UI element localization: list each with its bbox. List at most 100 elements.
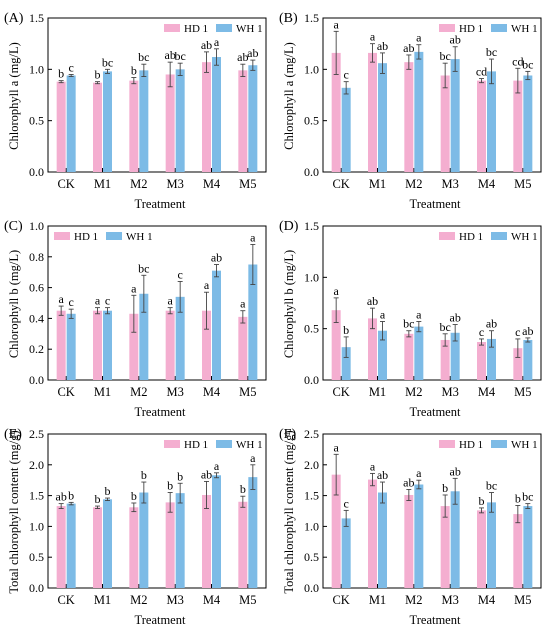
bar-wh1 [248, 65, 258, 172]
panel-label: (F) [279, 427, 296, 442]
y-tick-label: 0.6 [29, 281, 44, 295]
bar-wh1 [66, 503, 76, 588]
bar-hd1 [93, 82, 102, 172]
legend-label: WH 1 [511, 439, 538, 451]
bar-wh1 [450, 332, 460, 380]
panel-b: (B) Chlorophyll a (mg/L) Treatment 0.0 0.… [279, 11, 542, 211]
significance-letter: c [69, 295, 74, 309]
bar-hd1 [368, 318, 377, 380]
y-tick-label: 0.4 [29, 311, 44, 325]
y-tick-label: 1.0 [29, 62, 44, 76]
significance-letter: bc [175, 49, 186, 63]
y-tick-label: 0.0 [304, 581, 319, 595]
bar-wh1 [103, 71, 112, 172]
panel-label: (E) [4, 427, 22, 442]
y-tick-label: 1.5 [304, 219, 319, 233]
y-tick-label: 1.5 [304, 489, 319, 503]
bar-hd1 [129, 80, 139, 172]
plot-area: 0.00.51.01.5CKabM1abaM2bcaM3bcabM4cabM5c… [304, 219, 542, 399]
x-tick-label: M2 [405, 385, 422, 399]
significance-letter: b [240, 482, 246, 496]
x-tick-label: M3 [166, 385, 183, 399]
bar-hd1 [368, 479, 377, 588]
bar-wh1 [139, 492, 149, 588]
legend-label: WH 1 [236, 23, 263, 35]
x-tick-label: M5 [514, 385, 531, 399]
bar-hd1 [238, 70, 248, 172]
legend-label: WH 1 [236, 439, 263, 451]
y-axis-label: Chlorophyll a (mg/L) [282, 42, 296, 150]
significance-letter: ab [201, 38, 212, 52]
y-tick-label: 0.5 [304, 550, 319, 564]
significance-letter: b [177, 469, 183, 483]
bar-hd1 [477, 342, 486, 380]
x-tick-label: M5 [239, 177, 256, 191]
legend-swatch [491, 24, 507, 32]
y-tick-label: 2.0 [304, 458, 319, 472]
bar-hd1 [404, 333, 414, 380]
x-tick-label: M2 [130, 385, 147, 399]
significance-letter: b [442, 481, 448, 495]
bar-wh1 [523, 506, 533, 588]
significance-letter: a [416, 466, 422, 480]
legend-label: HD 1 [74, 231, 98, 243]
bar-wh1 [450, 59, 460, 172]
x-tick-label: M3 [166, 593, 183, 607]
x-tick-label: M2 [405, 177, 422, 191]
y-tick-label: 0.8 [29, 250, 44, 264]
legend-swatch [54, 232, 70, 240]
significance-letter: b [343, 323, 349, 337]
y-tick-label: 0.5 [304, 322, 319, 336]
bar-hd1 [238, 501, 248, 588]
significance-letter: a [334, 284, 340, 298]
significance-letter: ab [450, 464, 461, 478]
significance-letter: b [95, 68, 101, 82]
bar-wh1 [341, 347, 351, 380]
legend-label: HD 1 [459, 231, 483, 243]
bar-hd1 [93, 310, 102, 380]
y-tick-label: 0.2 [29, 342, 44, 356]
significance-letter: c [105, 294, 110, 308]
significance-letter: ab [522, 324, 533, 338]
significance-letter: a [334, 17, 340, 31]
x-tick-label: M4 [203, 177, 221, 191]
significance-letter: c [178, 267, 183, 281]
bar-hd1 [331, 474, 341, 588]
significance-letter: b [167, 479, 173, 493]
significance-letter: a [95, 294, 101, 308]
bar-wh1 [487, 502, 496, 588]
significance-letter: ab [165, 48, 176, 62]
axes-frame [322, 225, 542, 381]
significance-letter: ab [403, 41, 414, 55]
bar-hd1 [513, 348, 523, 380]
significance-letter: a [204, 278, 210, 292]
legend-swatch [439, 24, 455, 32]
legend-swatch [439, 232, 455, 240]
panel-label: (C) [4, 219, 23, 234]
y-tick-label: 0.0 [304, 373, 319, 387]
significance-letter: b [131, 64, 137, 78]
significance-letter: cd [476, 65, 487, 79]
x-tick-label: CK [57, 385, 74, 399]
significance-letter: b [141, 468, 147, 482]
bar-wh1 [414, 484, 424, 588]
bar-hd1 [513, 80, 523, 172]
bar-wh1 [523, 75, 533, 172]
significance-letter: a [214, 35, 220, 49]
plot-area: 0.00.51.01.5CKacM1aabM2abaM3bcabM4cdbcM5… [304, 11, 542, 191]
x-tick-label: M1 [369, 593, 386, 607]
panel-d: (D) Chlorophyll b (mg/L) Treatment 0.0 0.… [279, 219, 542, 419]
panel-c: (C) Chlorophyll b (mg/L) Treatment 0.0 0.… [4, 219, 267, 419]
legend-swatch [491, 232, 507, 240]
bar-hd1 [368, 52, 377, 173]
x-tick-label: M2 [130, 177, 147, 191]
bar-hd1 [56, 310, 66, 380]
x-tick-label: M2 [405, 593, 422, 607]
legend-label: HD 1 [459, 23, 483, 35]
legend-label: WH 1 [126, 231, 153, 243]
significance-letter: ab [201, 467, 212, 481]
x-tick-label: M4 [478, 177, 496, 191]
